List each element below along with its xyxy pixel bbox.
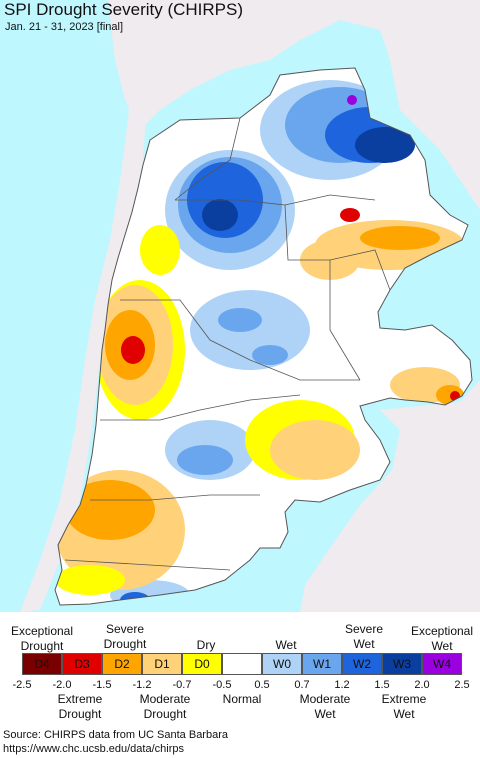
legend-label-severe-drought: Severe Drought [103,622,147,651]
d0-zone-patagonia [55,565,125,595]
admin-borders [54,67,473,606]
w1-zone-center2 [252,345,288,365]
legend-swatch-w1: W1 [302,653,342,675]
d3-zone-east [340,208,360,222]
legend-swatch-w0: W0 [262,653,302,675]
d1-zone-pampas [270,420,360,480]
source-credit: Source: CHIRPS data from UC Santa Barbar… [3,729,228,741]
map-canvas [0,0,480,612]
legend-swatch-d0: D0 [182,653,222,675]
legend-tick: -1.2 [132,679,152,691]
legend-tick: 1.5 [374,679,390,691]
d2-zone-patagonia [65,480,155,540]
legend-swatch-d3: D3 [62,653,102,675]
d3-zone-west [121,336,145,364]
legend-tick: -2.5 [12,679,32,691]
source-url: https://www.chc.ucsb.edu/data/chirps [3,743,184,755]
legend-label-normal: Normal [222,692,262,706]
legend-swatch-normal [222,653,262,675]
w1-zone-center [218,308,262,332]
legend-swatch-d2: D2 [102,653,142,675]
w4-spot [347,95,357,105]
legend-label-extreme-drought: Extreme Drought [57,692,103,721]
d2-zone-east [360,226,440,250]
chile-coast-land [20,0,160,612]
legend-tick: 2.5 [454,679,470,691]
legend-tick: -1.5 [92,679,112,691]
drought-map [0,0,480,612]
legend-tick: 1.2 [334,679,350,691]
legend-label-moderate-wet: Moderate Wet [299,692,351,721]
legend-swatch-d4: D4 [22,653,62,675]
neighbor-land [0,0,480,612]
w3-zone-nw [202,199,238,231]
legend-tick: -2.0 [52,679,72,691]
legend-label-extreme-wet: Extreme Wet [381,692,427,721]
legend-tick: -0.7 [172,679,192,691]
legend-label-wet: Wet [275,638,297,652]
w1-zone-south [177,445,233,475]
legend-label-exceptional-wet: Exceptional Wet [410,624,474,653]
legend-label-moderate-drought: Moderate Drought [139,692,191,721]
legend-tick: 0.5 [254,679,270,691]
legend-swatch-w4: W4 [422,653,462,675]
legend-tick: 2.0 [414,679,430,691]
legend-label-exceptional-drought: Exceptional Drought [10,624,74,653]
legend-label-dry: Dry [196,638,216,652]
map-subtitle: Jan. 21 - 31, 2023 [final] [5,21,124,33]
legend-tick: -0.5 [212,679,232,691]
d0-zone-nw [140,225,180,275]
legend-tick: 0.7 [294,679,310,691]
legend-swatch-d1: D1 [142,653,182,675]
legend-swatch-w2: W2 [342,653,382,675]
legend-label-severe-wet: Severe Wet [344,622,384,651]
w2-zone-far-south [120,592,150,605]
legend-swatch-w3: W3 [382,653,422,675]
map-title: SPI Drought Severity (CHIRPS) [4,0,244,19]
legend: Exceptional Drought Severe Drought Dry Wet… [0,612,480,758]
w3-zone-north [355,127,415,163]
